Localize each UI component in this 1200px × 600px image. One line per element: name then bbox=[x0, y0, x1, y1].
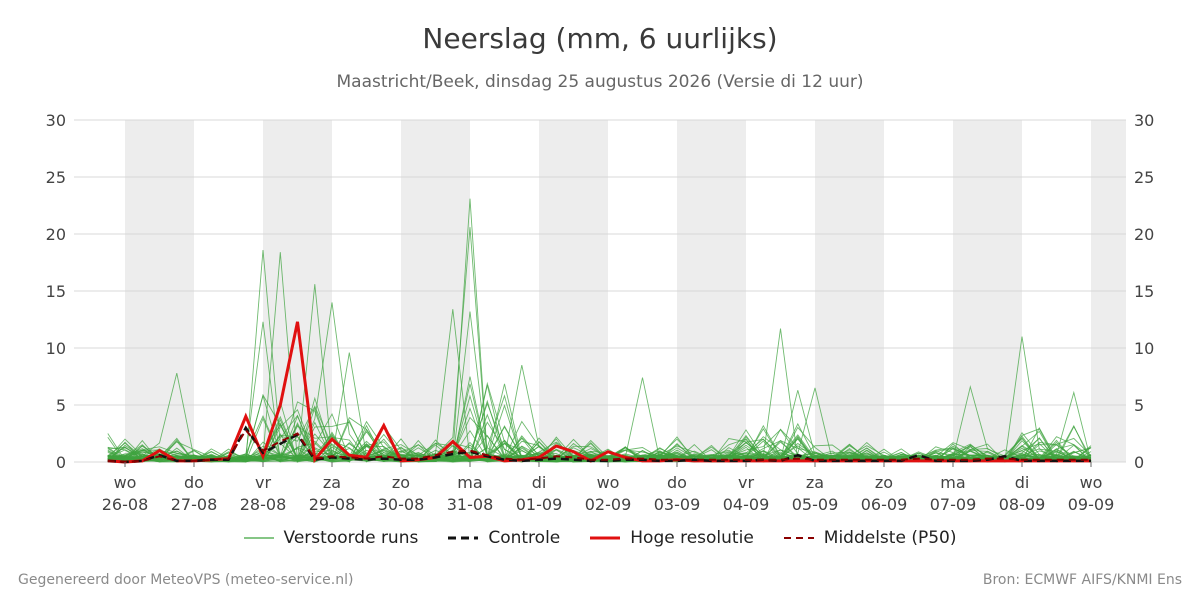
chart-title: Neerslag (mm, 6 uurlijks) bbox=[422, 22, 778, 55]
x-tick-label-date: 06-09 bbox=[861, 495, 908, 514]
x-tick-label-day: do bbox=[667, 473, 687, 492]
x-tick-label-day: vr bbox=[255, 473, 271, 492]
legend-swatch-control bbox=[448, 536, 479, 540]
x-tick-label-date: 31-08 bbox=[447, 495, 494, 514]
legend: Verstoorde runs Controle Hoge resolutie … bbox=[0, 528, 1200, 548]
x-tick-label-date: 07-09 bbox=[930, 495, 977, 514]
x-tick-label-date: 28-08 bbox=[240, 495, 287, 514]
axes: 0 0 5 5 10 10 15 15 20 20 25 25 30 30 wo 26-08 do 27-08 vr… bbox=[46, 111, 1155, 514]
x-tick-label-date: 08-09 bbox=[999, 495, 1046, 514]
legend-item-members[interactable]: Verstoorde runs bbox=[243, 528, 419, 548]
x-tick-label-day: ma bbox=[940, 473, 965, 492]
control-line bbox=[107, 425, 1091, 464]
x-tick-label-day: vr bbox=[738, 473, 754, 492]
y-tick-label-right: 5 bbox=[1134, 396, 1144, 415]
chart-subtitle: Maastricht/Beek, dinsdag 25 augustus 202… bbox=[336, 72, 864, 92]
legend-swatch-highres bbox=[590, 536, 621, 540]
y-tick-label-right: 30 bbox=[1134, 111, 1154, 130]
legend-item-control[interactable]: Controle bbox=[448, 528, 560, 548]
x-tick-label-date: 30-08 bbox=[378, 495, 425, 514]
y-tick-label-left: 15 bbox=[46, 282, 66, 301]
legend-item-median[interactable]: Middelste (P50) bbox=[783, 528, 957, 548]
highres-line bbox=[107, 321, 1091, 464]
y-tick-label-right: 15 bbox=[1134, 282, 1154, 301]
x-tick-label-day: za bbox=[323, 473, 341, 492]
x-tick-label-date: 02-09 bbox=[585, 495, 632, 514]
x-tick-label-date: 03-09 bbox=[654, 495, 701, 514]
legend-label-members: Verstoorde runs bbox=[283, 528, 419, 548]
legend-label-highres: Hoge resolutie bbox=[630, 528, 754, 548]
x-tick-label-day: di bbox=[1015, 473, 1030, 492]
x-tick-label-date: 29-08 bbox=[309, 495, 356, 514]
main-series bbox=[107, 321, 1091, 464]
legend-swatch-median bbox=[783, 537, 814, 539]
x-tick-label-day: zo bbox=[875, 473, 893, 492]
median-line bbox=[107, 428, 1091, 464]
y-tick-label-left: 0 bbox=[56, 453, 66, 472]
x-tick-label-date: 27-08 bbox=[171, 495, 218, 514]
x-tick-label-day: di bbox=[532, 473, 547, 492]
legend-item-highres[interactable]: Hoge resolutie bbox=[590, 528, 754, 548]
x-tick-label-day: ma bbox=[457, 473, 482, 492]
x-tick-label-date: 04-09 bbox=[723, 495, 770, 514]
y-tick-label-right: 25 bbox=[1134, 168, 1154, 187]
x-tick-label-day: do bbox=[184, 473, 204, 492]
y-tick-label-right: 10 bbox=[1134, 339, 1154, 358]
x-tick-label-date: 09-09 bbox=[1068, 495, 1115, 514]
y-tick-label-left: 10 bbox=[46, 339, 66, 358]
footer-source: Bron: ECMWF AIFS/KNMI Ens bbox=[982, 572, 1182, 588]
x-tick-label-day: zo bbox=[392, 473, 410, 492]
x-tick-label-day: wo bbox=[114, 473, 137, 492]
legend-label-control: Controle bbox=[488, 528, 561, 548]
y-tick-label-left: 5 bbox=[56, 396, 66, 415]
x-tick-label-date: 26-08 bbox=[102, 495, 149, 514]
x-tick-label-date: 01-09 bbox=[516, 495, 563, 514]
x-tick-label-day: za bbox=[806, 473, 824, 492]
y-tick-label-right: 0 bbox=[1134, 453, 1144, 472]
x-tick-label-day: wo bbox=[597, 473, 620, 492]
y-tick-label-right: 20 bbox=[1134, 225, 1154, 244]
x-tick-label-day: wo bbox=[1080, 473, 1103, 492]
footer-generator: Gegenereerd door MeteoVPS (meteo-service… bbox=[18, 572, 354, 588]
y-tick-label-left: 30 bbox=[46, 111, 66, 130]
legend-label-median: Middelste (P50) bbox=[823, 528, 957, 548]
x-tick-label-date: 05-09 bbox=[792, 495, 839, 514]
legend-swatch-members bbox=[243, 537, 274, 539]
y-tick-label-left: 20 bbox=[46, 225, 66, 244]
y-tick-label-left: 25 bbox=[46, 168, 66, 187]
